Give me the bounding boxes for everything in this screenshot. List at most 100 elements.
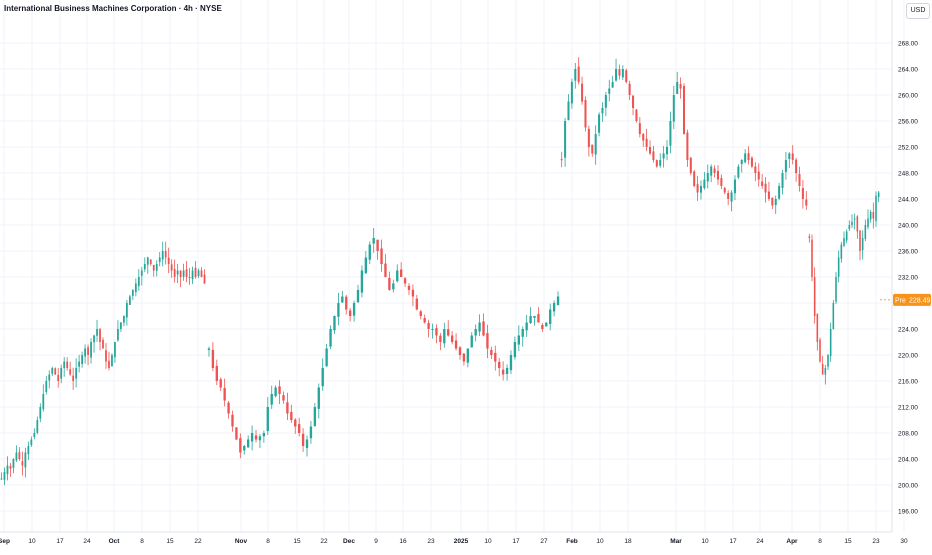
candle-body — [628, 83, 631, 95]
candle-body — [27, 446, 30, 455]
candle-body — [297, 424, 301, 433]
time-axis[interactable]: Sep 10 17 24 Oct 8 15 22 Nov 8 15 22 Dec 9 16 23 2025 10 1… — [0, 538, 908, 545]
candle-body — [211, 349, 215, 368]
currency-button[interactable]: USD — [906, 3, 930, 19]
x-tick-label: Sep — [0, 538, 10, 545]
candle-body — [321, 368, 324, 387]
candle-body — [466, 348, 470, 363]
x-tick-label: Mar — [670, 538, 682, 545]
candle-body — [173, 269, 176, 277]
x-tick-label: 27 — [540, 538, 548, 545]
candle-body — [290, 411, 293, 420]
candle-body — [266, 407, 269, 431]
candle-body — [840, 244, 843, 259]
candle-body — [686, 132, 689, 160]
candle-body — [278, 386, 281, 394]
candle-body — [188, 277, 191, 278]
candle-body — [665, 147, 669, 155]
candle-body — [706, 173, 709, 182]
candle-body — [784, 160, 787, 172]
candle-body — [243, 446, 246, 451]
x-tick-label: 22 — [320, 538, 328, 545]
candle-body — [494, 352, 497, 362]
candle-body — [313, 407, 317, 426]
candle-body — [111, 355, 113, 367]
candle-body — [716, 170, 719, 180]
candle-body — [341, 296, 344, 303]
candle-body — [270, 394, 273, 405]
candle-body — [443, 329, 446, 344]
candle-body — [167, 257, 170, 264]
candle-body — [69, 369, 72, 375]
candle-body — [744, 153, 747, 163]
candle-body — [750, 157, 753, 167]
candle-body — [247, 439, 250, 448]
x-tick-label: 8 — [818, 538, 822, 545]
y-tick-label: 240.00 — [898, 223, 918, 230]
candle-body — [757, 171, 760, 180]
candle-body — [0, 478, 3, 480]
candle-body — [505, 368, 509, 375]
candle-body — [427, 322, 430, 329]
y-tick-label: 256.00 — [898, 119, 918, 126]
candle-body — [869, 212, 872, 220]
candle-body — [490, 349, 493, 355]
candle-body — [778, 186, 781, 199]
candle-body — [761, 181, 764, 186]
candle-body — [813, 277, 816, 316]
x-tick-label: 10 — [28, 538, 36, 545]
x-tick-label: 10 — [484, 538, 492, 545]
price-axis[interactable]: 196.00 200.00 204.00 208.00 212.00 216.00 220.… — [898, 41, 918, 516]
candle-body — [517, 335, 520, 345]
y-tick-label: 248.00 — [898, 171, 918, 178]
candle-body — [764, 183, 767, 193]
candle-body — [155, 264, 158, 271]
candle-body — [39, 407, 42, 419]
candle-body — [18, 452, 21, 459]
candle-body — [108, 360, 110, 368]
candle-body — [837, 257, 840, 277]
candle-body — [423, 318, 426, 323]
y-tick-label: 260.00 — [898, 93, 918, 100]
candle-body — [788, 153, 791, 160]
candle-body — [12, 459, 15, 468]
candle-body — [450, 335, 454, 342]
candle-body — [223, 387, 226, 401]
candle-body — [164, 251, 167, 258]
x-tick-label: 22 — [194, 538, 202, 545]
candle-body — [415, 298, 419, 310]
candle-body — [161, 251, 164, 260]
candle-body — [309, 426, 313, 439]
price-tag-box — [893, 293, 931, 306]
candle-body — [509, 355, 513, 371]
candle-body — [329, 329, 332, 347]
candle-body — [294, 419, 297, 427]
candle-body — [835, 277, 837, 302]
y-tick-label: 264.00 — [898, 67, 918, 74]
candle-body — [123, 316, 125, 323]
candle-body — [669, 121, 672, 146]
candle-body — [235, 427, 238, 440]
candle-body — [134, 283, 137, 293]
candle-body — [767, 191, 770, 199]
candle-body — [392, 283, 395, 290]
candle-body — [274, 387, 277, 397]
candle-body — [411, 289, 415, 297]
candle-body — [856, 216, 859, 232]
candle-body — [380, 248, 383, 264]
x-tick-label: Dec — [343, 538, 355, 545]
candle-body — [541, 325, 544, 329]
candle-body — [821, 364, 824, 375]
candle-body — [811, 239, 813, 277]
candle-body — [618, 69, 621, 76]
candle-body — [723, 187, 726, 193]
candle-body — [574, 69, 577, 81]
candle-body — [176, 270, 179, 275]
candle-body — [877, 192, 880, 198]
candle-body — [521, 329, 524, 337]
candle-body — [384, 263, 387, 277]
candle-body — [301, 433, 305, 446]
candle-body — [659, 160, 662, 166]
